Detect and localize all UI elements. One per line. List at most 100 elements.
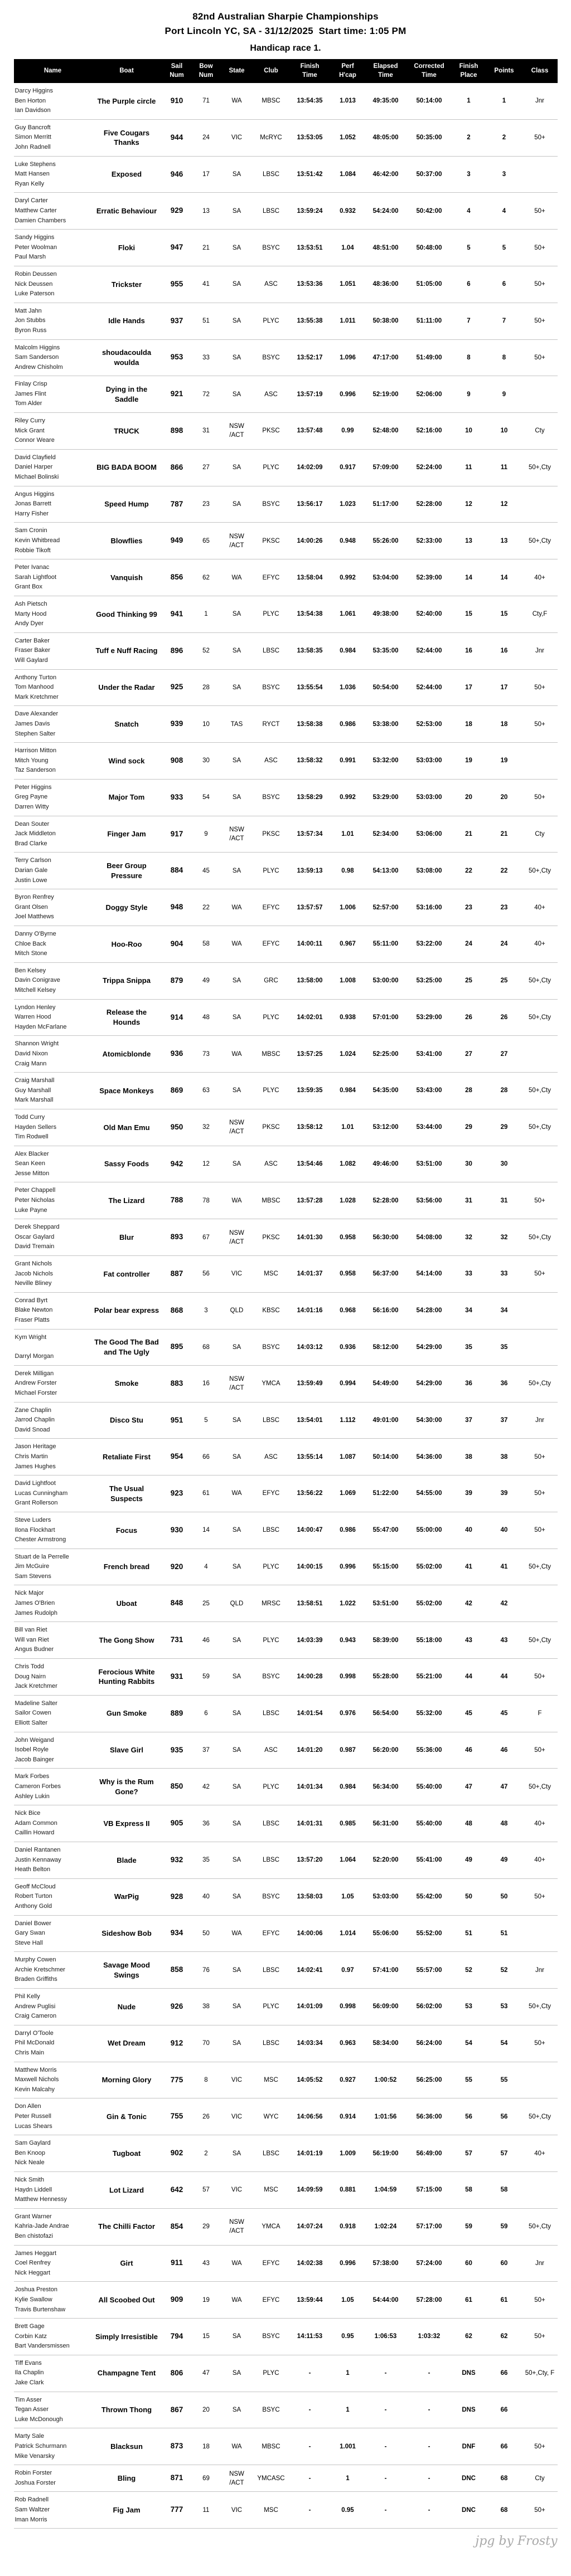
state: SA — [220, 1951, 254, 1989]
crew-cell: Dave Alexander James Davis Stephen Salter — [13, 705, 92, 743]
sail-num: 887 — [161, 1255, 192, 1293]
crew-cell: Robin Deussen Nick Deussen Luke Paterson — [13, 266, 92, 303]
boat: Ferocious White Hunting Rabbits — [91, 1658, 162, 1696]
report-header: 82nd Australian Sharpie Championships Po… — [0, 0, 571, 53]
crew-member: Guy Bancroft — [14, 124, 51, 131]
crew-member: Luke Payne — [14, 1206, 47, 1214]
crew-member: David Nixon — [14, 1050, 48, 1057]
crew-member: Cameron Forbes — [14, 1783, 61, 1790]
corrected-time: - — [407, 2491, 452, 2529]
club: MSC — [253, 1255, 289, 1293]
club: EFYC — [253, 889, 289, 926]
corrected-time: 57:17:00 — [407, 2208, 452, 2246]
table-row: Robin Deussen Nick Deussen Luke Paterson Tr… — [13, 266, 558, 303]
crew-cell: Malcolm Higgins Sam Sanderson Andrew Chish… — [13, 339, 92, 377]
finish-time: 14:01:31 — [288, 1805, 331, 1842]
perf-hcap: 0.994 — [331, 1365, 365, 1403]
crew-cell: Darcy Higgins Ben Horton Ian Davidson — [13, 83, 92, 120]
finish-time: 13:52:17 — [288, 339, 331, 377]
perf-hcap: 1.036 — [331, 669, 365, 707]
crew-member: Chloe Back — [14, 940, 46, 947]
corrected-time: 54:30:00 — [407, 1402, 452, 1439]
points: 10 — [486, 412, 522, 450]
class: 50+ — [522, 1182, 558, 1220]
state: SA — [220, 229, 254, 266]
crew-member: Finlay Crisp — [14, 381, 47, 388]
boat: Sideshow Bob — [91, 1915, 162, 1952]
header-cell-elapsed-time: Elapsed Time — [364, 59, 407, 84]
finish-time: - — [288, 2428, 331, 2466]
sail-num: 911 — [161, 2245, 192, 2282]
crew-cell: Sam Cronin Kevin Whitbread Robbie Tikoft — [13, 522, 92, 560]
state: VIC — [220, 2491, 254, 2529]
sail-num: 905 — [161, 1805, 192, 1842]
crew-member: Sandy Higgins — [14, 234, 55, 241]
crew-member: Joel Matthews — [14, 913, 54, 921]
boat: Girt — [91, 2245, 162, 2282]
points: 62 — [486, 2318, 522, 2355]
crew-cell: Daryl Carter Matthew Carter Damien Chamber… — [13, 192, 92, 230]
perf-hcap: 1.011 — [331, 303, 365, 340]
state: SA — [220, 1438, 254, 1476]
elapsed-time: 56:09:00 — [364, 1988, 407, 2025]
club: PKSC — [253, 816, 289, 853]
finish-place: 60 — [451, 2245, 486, 2282]
crew-member: Stuart de la Perrelle — [14, 1553, 69, 1560]
header-cell-perf-hcap: Perf H'cap — [331, 59, 365, 84]
class — [522, 742, 558, 780]
finish-place: DNS — [451, 2392, 486, 2429]
bow-num: 67 — [192, 1219, 220, 1257]
finish-place: 48 — [451, 1805, 486, 1842]
state: VIC — [220, 1255, 254, 1293]
boat: Old Man Emu — [91, 1109, 162, 1146]
corrected-time: 52:44:00 — [407, 632, 452, 670]
points: 23 — [486, 889, 522, 926]
corrected-time: 56:49:00 — [407, 2135, 452, 2172]
state: NSW/ACT — [220, 1109, 254, 1146]
crew-member: Nick Bice — [14, 1810, 41, 1817]
crew-cell: Derek Sheppard Oscar Gaylard David Tremain — [13, 1219, 92, 1257]
class: 50+,Cty — [522, 2098, 558, 2136]
boat: Wet Dream — [91, 2025, 162, 2062]
points: 42 — [486, 1585, 522, 1623]
boat: Idle Hands — [91, 303, 162, 340]
crew-member: Andrew Forster — [14, 1380, 57, 1387]
bow-num: 46 — [192, 1621, 220, 1659]
crew-member: Lucas Cunningham — [14, 1489, 68, 1497]
crew-cell: Jason Heritage Chris Martin James Hughes — [13, 1438, 92, 1476]
bow-num: 27 — [192, 449, 220, 486]
class: 50+ — [522, 229, 558, 266]
elapsed-time: 58:12:00 — [364, 1329, 407, 1366]
bow-num: 13 — [192, 192, 220, 230]
club: MSC — [253, 2062, 289, 2099]
sail-num: 953 — [161, 339, 192, 377]
state: SA — [220, 852, 254, 890]
table-row: Terry Carlson Darian Gale Justin Lowe Beer … — [13, 852, 558, 890]
crew-cell: Matthew Morris Maxwell Nichols Kevin Malca… — [13, 2062, 92, 2099]
crew-cell: John Weigand Isobel Royle Jacob Bainger — [13, 1732, 92, 1769]
crew-member: Oscar Gaylard — [14, 1233, 55, 1240]
state: SA — [220, 266, 254, 303]
perf-hcap: 0.958 — [331, 1255, 365, 1293]
finish-time: 13:53:51 — [288, 229, 331, 266]
crew-member: Dean Souter — [14, 820, 50, 827]
crew-member: Tim Asser — [14, 2396, 42, 2403]
crew-member: Harry Fisher — [14, 510, 49, 517]
state: SA — [220, 1805, 254, 1842]
boat: Dying in the Saddle — [91, 376, 162, 413]
perf-hcap: 1.01 — [331, 816, 365, 853]
crew-member: Matt Jahn — [14, 307, 42, 314]
points: 6 — [486, 266, 522, 303]
class: 50+,Cty — [522, 1621, 558, 1659]
boat: Retaliate First — [91, 1438, 162, 1476]
crew-cell: Rob Radnell Sam Waltzer Iman Morris — [13, 2491, 92, 2529]
crew-member: Travis Burtenshaw — [14, 2306, 66, 2313]
sail-num: 787 — [161, 486, 192, 523]
table-row: Finlay Crisp James Flint Tom Alder Dying in… — [13, 376, 558, 413]
points: 35 — [486, 1329, 522, 1366]
points: 50 — [486, 1878, 522, 1916]
finish-time: 13:58:51 — [288, 1585, 331, 1623]
sail-num: 794 — [161, 2318, 192, 2355]
club: LBSC — [253, 1805, 289, 1842]
points: 12 — [486, 486, 522, 523]
